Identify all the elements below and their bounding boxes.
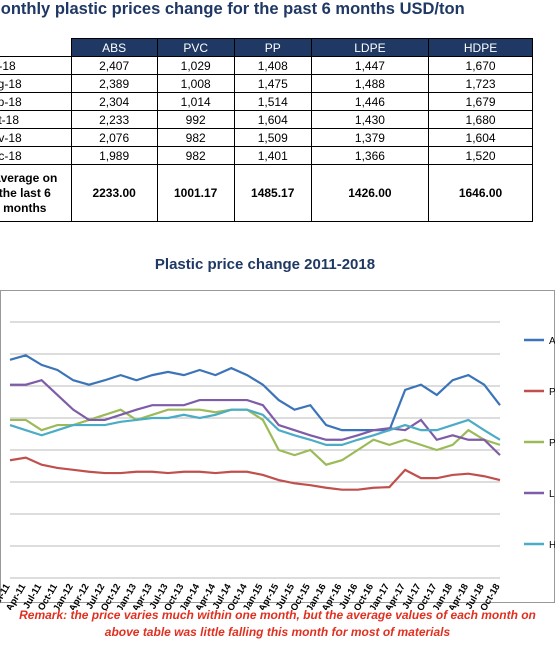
chart: Plastic price change 2011-2018 050010001… — [0, 256, 555, 610]
table-cell: 1,475 — [233, 74, 312, 93]
table-cell: 1,379 — [310, 128, 430, 147]
table-row: Average on the last 6 months2233.001001.… — [0, 164, 533, 222]
table-cell: 2233.00 — [70, 164, 158, 222]
series-line — [10, 379, 501, 456]
table-cell: 1,430 — [310, 110, 430, 129]
legend-label: HDPE — [549, 540, 555, 551]
table-cell: 992 — [156, 110, 235, 129]
legend-label: PP — [549, 438, 555, 449]
table-cell: 1,520 — [428, 146, 533, 165]
table-cell: 1,029 — [156, 56, 235, 75]
remark-line: above table was little falling this mont… — [104, 625, 451, 639]
table-cell: Nov-18 — [0, 128, 72, 147]
table-cell: 1001.17 — [156, 164, 235, 222]
table-cell: 1,679 — [428, 92, 533, 111]
series-line — [9, 456, 501, 491]
legend-label: PVC — [549, 387, 555, 398]
table-cell: 1,366 — [310, 146, 430, 165]
table-cell: 1426.00 — [310, 164, 430, 222]
column-header: ABS — [70, 38, 158, 57]
table-cell: 1646.00 — [428, 164, 533, 222]
column-header: LDPE — [310, 38, 430, 57]
table-cell: 2,389 — [70, 74, 158, 93]
corner — [0, 38, 72, 57]
table-cell: 1,509 — [233, 128, 312, 147]
table-cell: 1,723 — [428, 74, 533, 93]
table-cell: 2,076 — [70, 128, 158, 147]
column-header: PP — [233, 38, 312, 57]
table-cell: 1,514 — [233, 92, 312, 111]
remark-line: Remark: the price varies much within one… — [19, 608, 536, 622]
chart-title: Plastic price change 2011-2018 — [155, 256, 375, 273]
table-cell: 982 — [156, 146, 235, 165]
series-line — [9, 354, 501, 432]
column-header: HDPE — [428, 38, 533, 57]
table-cell: 2,407 — [70, 56, 158, 75]
legend-label: LDPE — [549, 489, 555, 500]
column-header: PVC — [156, 38, 235, 57]
table-cell: 2,304 — [70, 92, 158, 111]
legend-label: ABS — [549, 336, 555, 347]
table-cell: 1,604 — [233, 110, 312, 129]
page-title: Monthly plastic prices change for the pa… — [0, 0, 465, 18]
table-cell: 1,604 — [428, 128, 533, 147]
series-line — [9, 408, 501, 446]
table-cell: 1,014 — [156, 92, 235, 111]
table-cell: 1,680 — [428, 110, 533, 129]
table-cell: 1,670 — [428, 56, 533, 75]
table-cell: 1,408 — [233, 56, 312, 75]
table-cell: 982 — [156, 128, 235, 147]
table-cell: 1,446 — [310, 92, 430, 111]
table-cell: Oct-18 — [0, 110, 72, 129]
table-cell: Sep-18 — [0, 92, 72, 111]
table-cell: 1,008 — [156, 74, 235, 93]
table-cell: Jul-18 — [0, 56, 72, 75]
table-cell: 2,233 — [70, 110, 158, 129]
table-cell: 1485.17 — [233, 164, 312, 222]
table-header: ABS PVC PP LDPE HDPE — [0, 38, 533, 57]
table-cell: Dec-18 — [0, 146, 72, 165]
table-cell: 1,488 — [310, 74, 430, 93]
table-cell: Average on the last 6 months — [0, 164, 72, 222]
table-cell: Aug-18 — [0, 74, 72, 93]
table-cell: 1,989 — [70, 146, 158, 165]
table-cell: 1,447 — [310, 56, 430, 75]
table-cell: 1,401 — [233, 146, 312, 165]
